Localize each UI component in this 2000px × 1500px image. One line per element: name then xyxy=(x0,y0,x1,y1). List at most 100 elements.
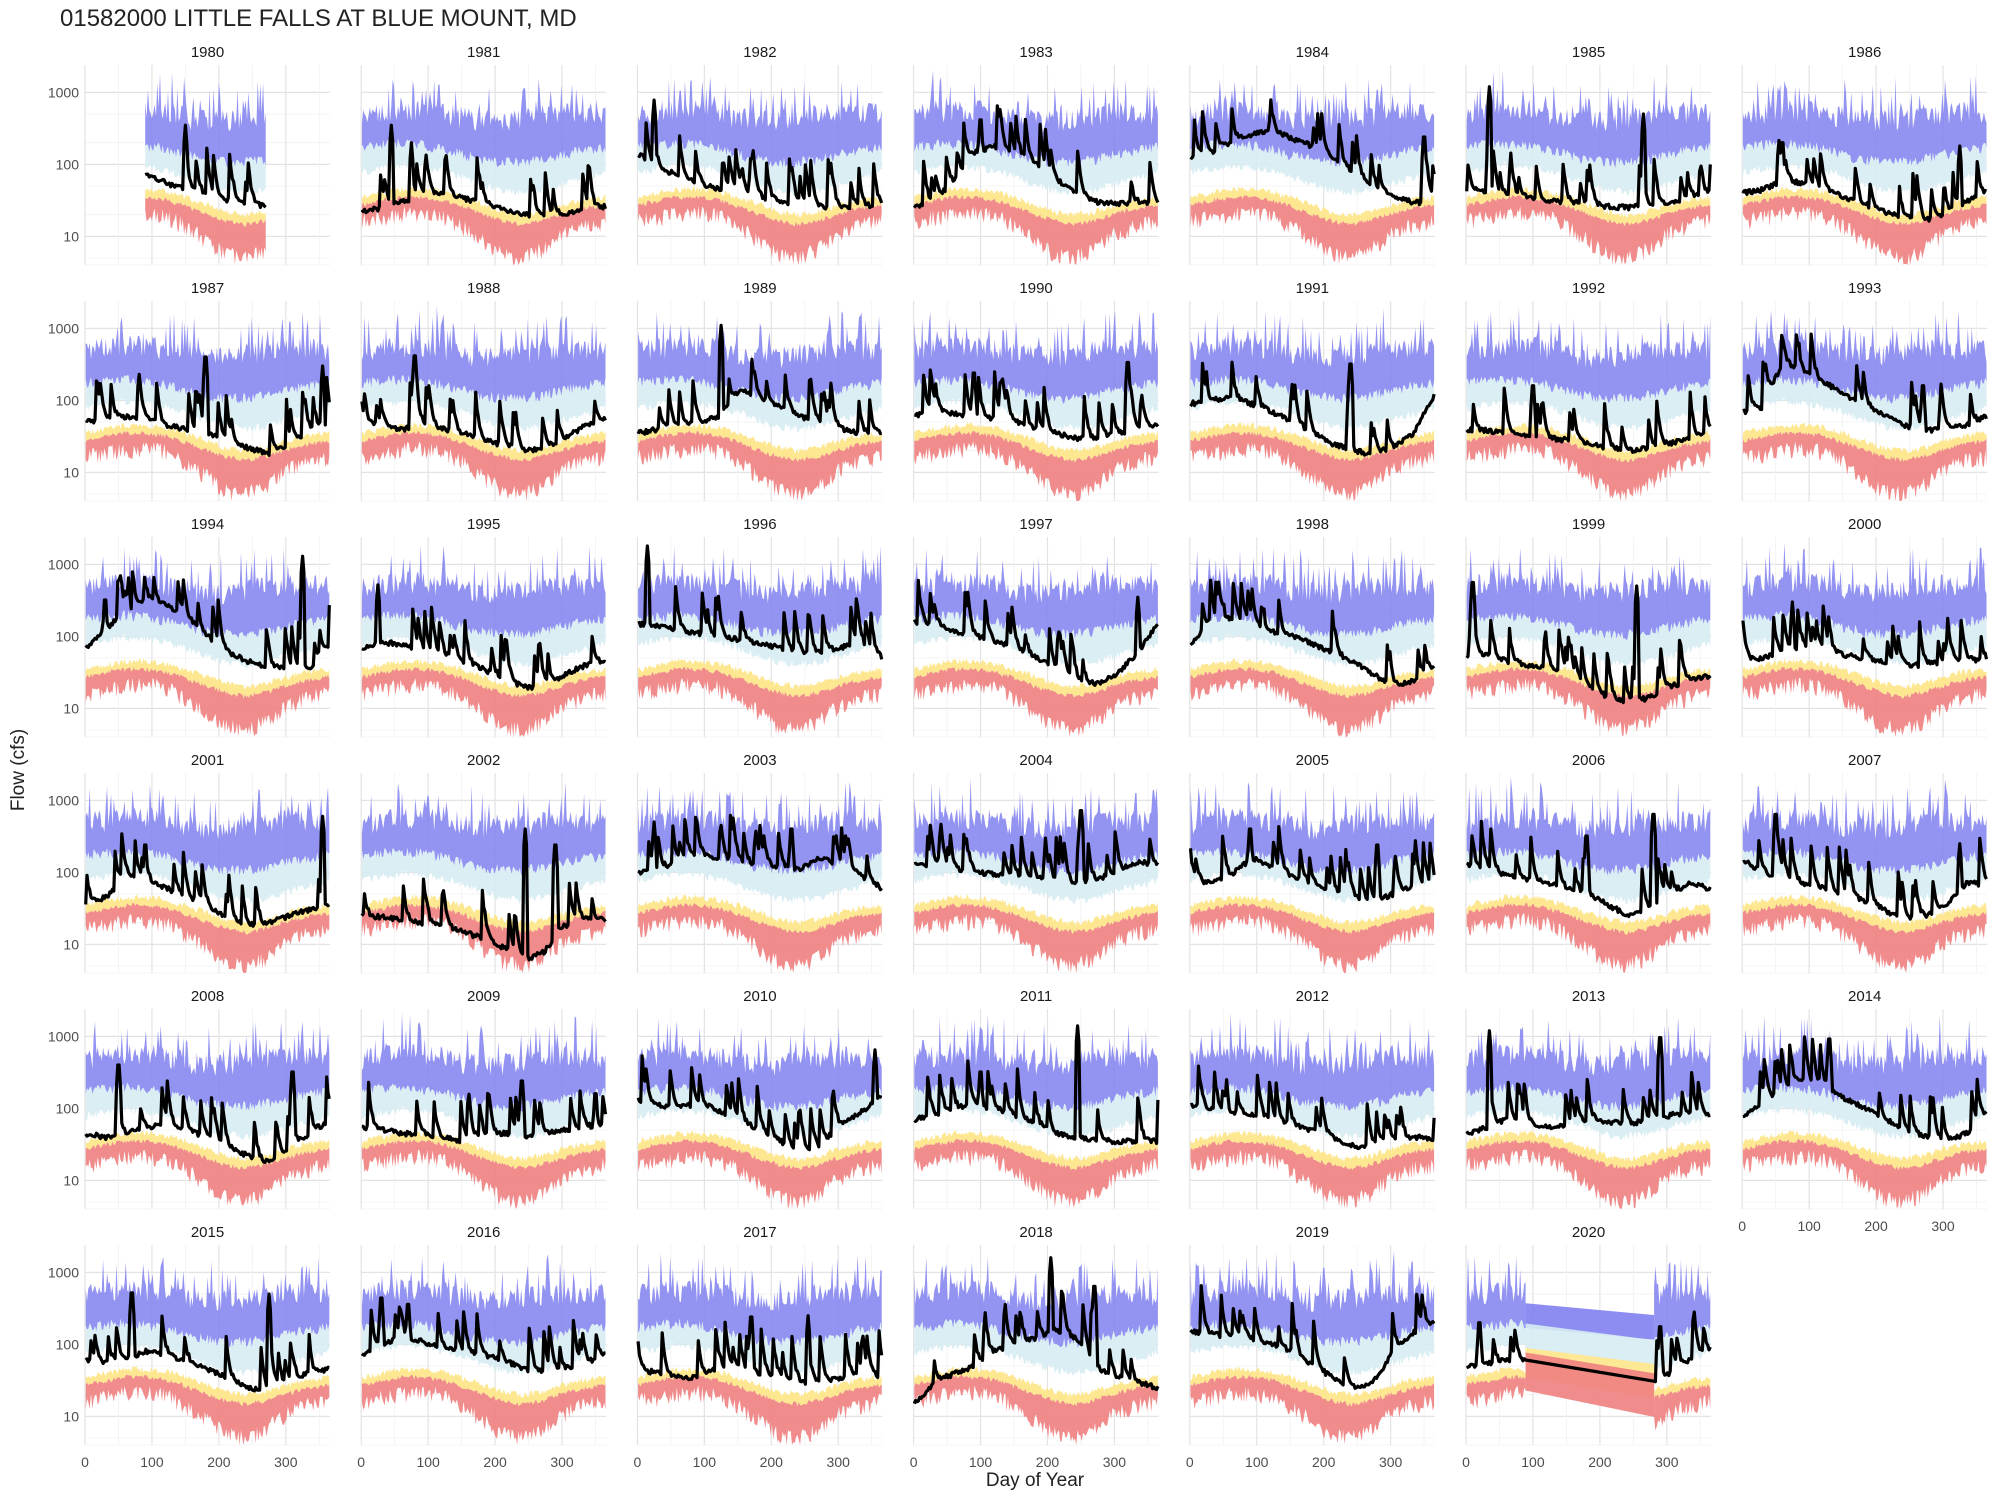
band-normal-low xyxy=(1466,894,1711,935)
y-tick-label: 10 xyxy=(63,700,79,716)
band-high xyxy=(1190,375,1435,432)
facet-panel-2006: 2006 xyxy=(1465,752,1712,974)
daily-flow-line xyxy=(913,808,1160,886)
percentile-bands xyxy=(638,76,882,265)
facet-panel-1997: 1997 xyxy=(912,516,1159,738)
x-tick-label: 300 xyxy=(827,1454,851,1470)
x-tick-label: 300 xyxy=(1931,1218,1955,1234)
daily-flow-line xyxy=(84,1063,331,1164)
gap-band-low xyxy=(1525,1352,1655,1417)
facet-strip-label: 1984 xyxy=(1296,44,1329,61)
facet-strip-label: 2015 xyxy=(191,1224,224,1241)
band-high xyxy=(638,139,882,196)
band-low-min xyxy=(85,667,330,737)
facet-panel-1995: 1995 xyxy=(360,516,607,738)
band-high xyxy=(1190,139,1435,196)
facet-strip-label: 2005 xyxy=(1296,752,1329,769)
x-tick-label: 200 xyxy=(1036,1454,1060,1470)
x-tick-label: 0 xyxy=(1186,1454,1194,1470)
facet-strip-label: 2018 xyxy=(1019,1224,1052,1241)
y-axis-label: Flow (cfs) xyxy=(8,729,29,811)
band-normal-low xyxy=(914,894,1158,935)
band-high xyxy=(1190,1083,1435,1140)
band-max-high xyxy=(1190,307,1435,405)
daily-flow-line xyxy=(1189,98,1436,207)
band-max-high xyxy=(361,306,606,403)
facet-strip-label: 2016 xyxy=(467,1224,500,1241)
facet-strip-label: 2013 xyxy=(1572,988,1605,1005)
facet-strip-label: 1994 xyxy=(191,516,224,533)
facet-panel-2017: 2017 0 100 200 300 xyxy=(634,1224,884,1470)
x-tick-label: 0 xyxy=(357,1454,365,1470)
facet-strip-label: 1986 xyxy=(1848,44,1881,61)
daily-flow-line xyxy=(360,354,607,454)
y-tick-label: 1000 xyxy=(48,320,79,336)
x-tick-label: 200 xyxy=(207,1454,231,1470)
facet-panel-1999: 1999 xyxy=(1465,516,1712,738)
facet-strip-label: 2017 xyxy=(743,1224,776,1241)
band-low-min xyxy=(638,430,882,501)
facet-panel-1994: 1994 10 100 1000 xyxy=(48,516,331,738)
facet-panel-1987: 1987 10 100 1000 xyxy=(48,280,331,502)
facet-panel-1996: 1996 xyxy=(636,516,884,738)
daily-flow-line xyxy=(360,827,607,962)
band-normal-low xyxy=(361,1366,606,1407)
facet-strip-label: 1988 xyxy=(467,280,500,297)
facet-panel-1980: 1980 10 100 1000 xyxy=(48,44,330,266)
facet-strip-label: 2011 xyxy=(1020,988,1052,1005)
daily-flow-line xyxy=(361,583,607,691)
band-high xyxy=(1466,611,1711,668)
facet-strip-label: 2019 xyxy=(1296,1224,1329,1241)
facet-strip-label: 1996 xyxy=(743,516,776,533)
facet-strip-label: 2009 xyxy=(467,988,500,1005)
facet-strip-label: 1989 xyxy=(743,280,776,297)
band-low-min xyxy=(914,1374,1158,1445)
band-low-min xyxy=(361,666,606,737)
band-max-high xyxy=(1466,306,1711,404)
facet-panel-2008: 2008 10 100 1000 xyxy=(48,988,331,1210)
x-tick-label: 100 xyxy=(693,1454,717,1470)
x-tick-label: 100 xyxy=(140,1454,164,1470)
band-normal-low xyxy=(1742,658,1987,699)
percentile-bands xyxy=(1190,547,1435,737)
facet-panel-2010: 2010 xyxy=(636,988,883,1210)
daily-flow-line xyxy=(1188,824,1436,902)
facet-panel-2012: 2012 xyxy=(1189,988,1436,1210)
band-low-min xyxy=(1466,430,1711,501)
band-normal-low xyxy=(1190,186,1435,226)
daily-flow-line xyxy=(912,578,1159,687)
band-max-high xyxy=(638,76,882,169)
band-max-high xyxy=(638,546,882,639)
daily-flow-line xyxy=(912,1256,1160,1405)
band-low-min xyxy=(361,1374,606,1445)
percentile-bands xyxy=(638,781,882,973)
y-tick-label: 1000 xyxy=(48,84,79,100)
facet-strip-label: 2000 xyxy=(1848,516,1881,533)
y-tick-label: 100 xyxy=(56,156,80,172)
percentile-bands xyxy=(914,70,1158,265)
facet-panel-2015: 2015 10 100 1000 0 100 200 300 xyxy=(48,1224,330,1470)
band-high xyxy=(85,1082,330,1141)
y-tick-label: 10 xyxy=(63,228,79,244)
facet-panel-1991: 1991 xyxy=(1189,280,1436,502)
band-normal-low xyxy=(1190,894,1435,935)
facet-panel-2011: 2011 xyxy=(912,988,1160,1210)
facet-panel-1984: 1984 xyxy=(1189,44,1436,266)
band-max-high xyxy=(85,547,330,639)
band-high xyxy=(1190,611,1435,668)
band-low-min xyxy=(145,196,266,265)
band-low-min xyxy=(638,1139,882,1209)
band-max-high xyxy=(914,1014,1158,1112)
band-low-min xyxy=(1190,903,1435,973)
band-normal-low xyxy=(1742,894,1987,935)
band-max-high xyxy=(1190,1012,1435,1112)
x-tick-label: 100 xyxy=(1521,1454,1545,1470)
band-normal-low xyxy=(85,658,330,699)
band-max-high xyxy=(361,78,606,168)
daily-flow-line xyxy=(1742,812,1988,921)
x-tick-label: 0 xyxy=(634,1454,642,1470)
band-high xyxy=(914,611,1158,669)
daily-flow-line xyxy=(84,554,331,671)
